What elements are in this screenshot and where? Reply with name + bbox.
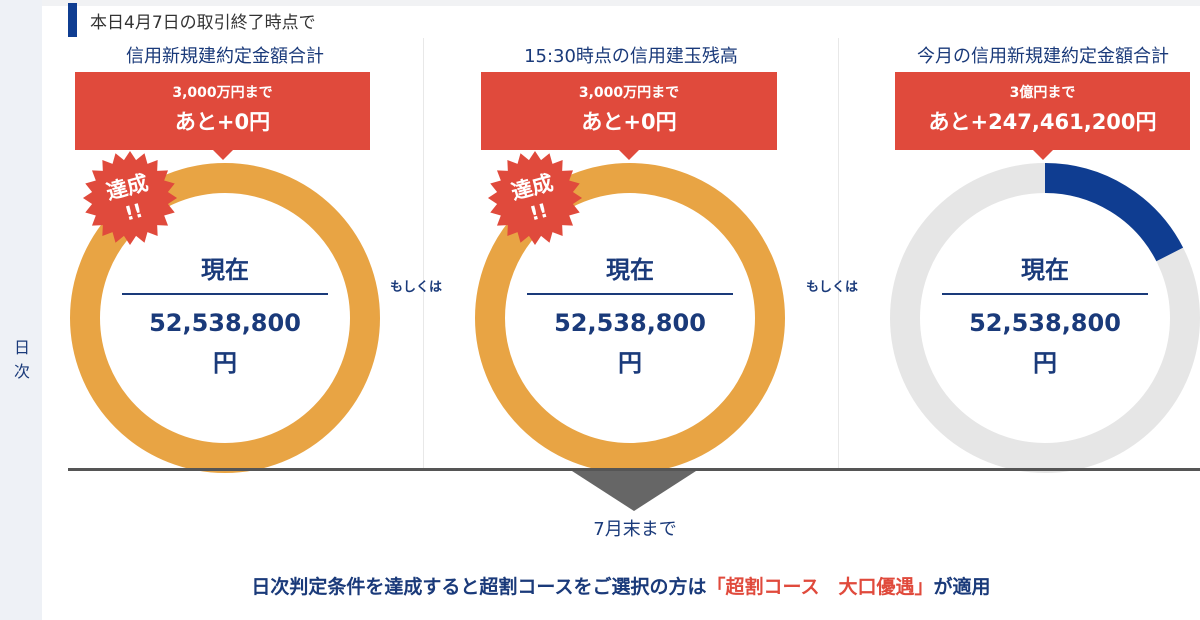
now-label: 現在 bbox=[201, 256, 249, 284]
now-label: 現在 bbox=[1021, 256, 1069, 284]
column-title: 15:30時点の信用建玉残高 bbox=[524, 46, 738, 67]
remaining-text: あと+0円 bbox=[581, 110, 677, 134]
now-label: 現在 bbox=[606, 256, 654, 284]
target-box: 3億円まで あと+247,461,200円 bbox=[895, 72, 1190, 160]
column-title: 今月の信用新規建約定金額合計 bbox=[917, 46, 1169, 67]
target-text: 3億円まで bbox=[1009, 85, 1076, 101]
badge-star bbox=[487, 150, 583, 246]
column-title: 信用新規建約定金額合計 bbox=[126, 46, 324, 67]
remaining-text: あと+0円 bbox=[174, 110, 271, 134]
target-box: 3,000万円まで あと+0円 bbox=[481, 72, 777, 160]
unit: 円 bbox=[213, 349, 237, 377]
amount: 52,538,800 bbox=[149, 309, 301, 337]
header-text: 本日4月7日の取引終了時点で bbox=[90, 13, 316, 33]
current-value: 現在 52,538,800 円 bbox=[122, 250, 328, 378]
or-label: もしくは bbox=[390, 280, 443, 295]
timeline-line bbox=[68, 468, 1200, 471]
remaining-text: あと+247,461,200円 bbox=[928, 110, 1157, 134]
down-arrow-icon bbox=[572, 471, 696, 511]
ring-track bbox=[70, 163, 380, 473]
until-label: 7月末まで bbox=[593, 519, 677, 540]
divider bbox=[527, 293, 733, 295]
or-label: もしくは bbox=[806, 280, 859, 295]
condition-text: 日次判定条件を達成すると超割コースをご選択の方は「超割コース 大口優遇」が適用 bbox=[42, 572, 1200, 599]
amount: 52,538,800 bbox=[969, 309, 1121, 337]
current-value: 現在 52,538,800 円 bbox=[942, 250, 1148, 378]
ring-track bbox=[475, 163, 785, 473]
column-divider bbox=[838, 38, 839, 468]
condition-pre: 日次判定条件を達成すると超割コースをご選択の方は bbox=[251, 576, 707, 598]
daily-label: 日次 bbox=[13, 338, 30, 381]
achieved-badge-icon: 達成!! bbox=[487, 150, 583, 246]
target-box: 3,000万円まで あと+0円 bbox=[75, 72, 370, 160]
divider bbox=[122, 293, 328, 295]
progress-ring bbox=[70, 163, 380, 473]
target-text: 3,000万円まで bbox=[578, 85, 680, 101]
divider bbox=[942, 293, 1148, 295]
badge-text: !! bbox=[122, 199, 145, 226]
column-divider bbox=[423, 38, 424, 468]
achieved-badge-icon: 達成!! bbox=[82, 150, 178, 246]
progress-ring bbox=[475, 163, 785, 473]
ring-progress bbox=[1044, 163, 1184, 262]
progress-ring bbox=[890, 163, 1200, 473]
condition-highlight: 「超割コース 大口優遇」 bbox=[706, 576, 934, 598]
left-band bbox=[0, 0, 42, 620]
condition-post: が適用 bbox=[933, 576, 991, 598]
unit: 円 bbox=[618, 349, 642, 377]
current-value: 現在 52,538,800 円 bbox=[527, 250, 733, 378]
badge-text: !! bbox=[527, 199, 550, 226]
header-marker bbox=[68, 3, 77, 37]
target-text: 3,000万円まで bbox=[172, 85, 273, 101]
amount: 52,538,800 bbox=[554, 309, 706, 337]
top-bar bbox=[42, 0, 1200, 6]
badge-star bbox=[82, 150, 178, 246]
unit: 円 bbox=[1033, 349, 1057, 377]
